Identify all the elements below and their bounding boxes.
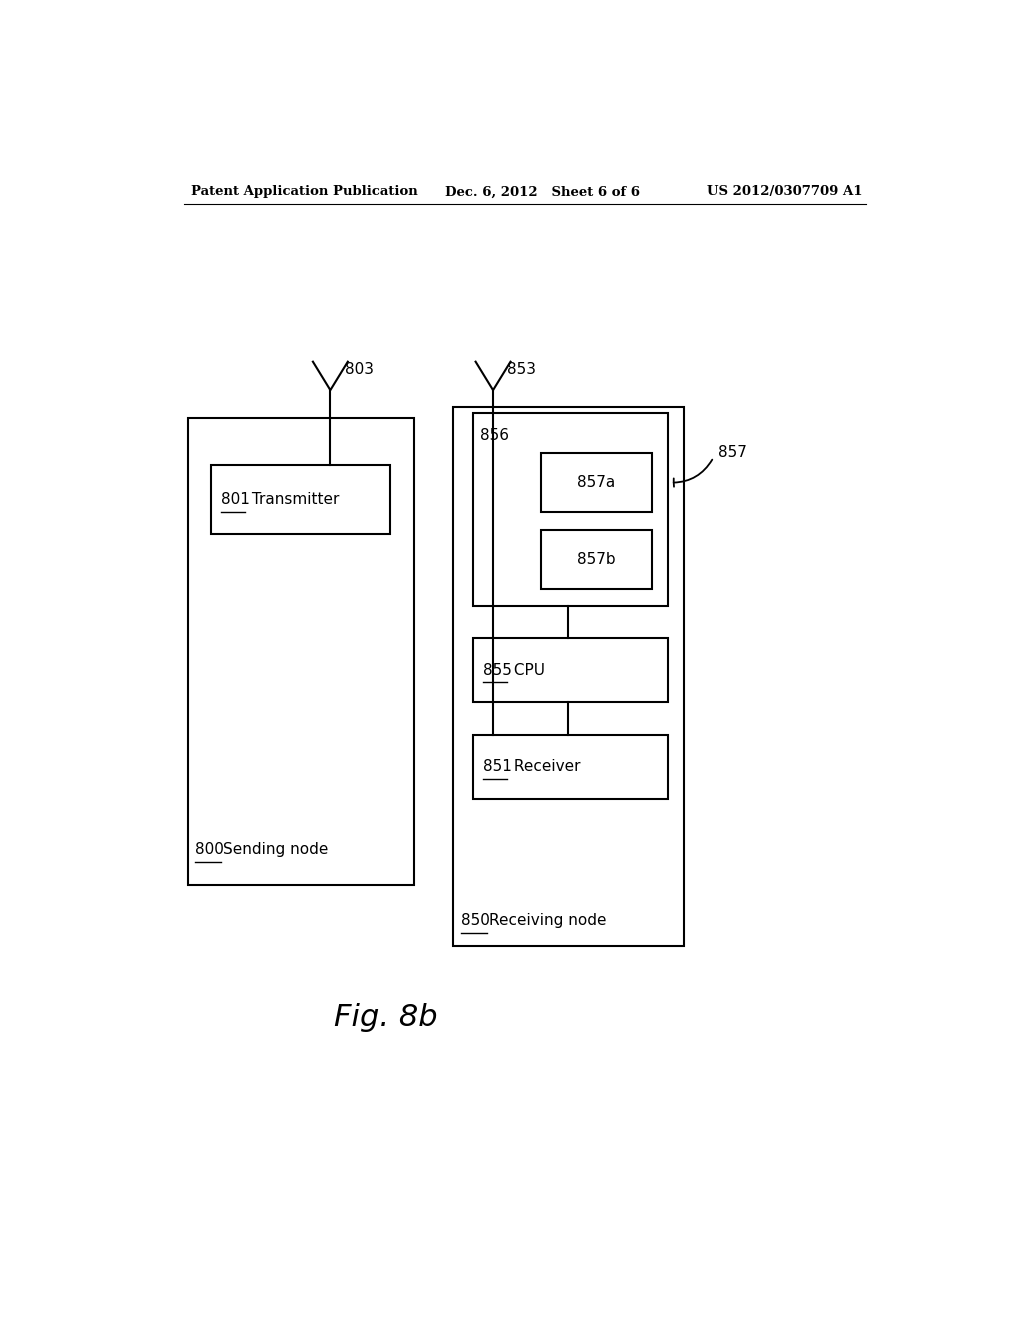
FancyBboxPatch shape — [187, 417, 414, 886]
Text: Transmitter: Transmitter — [247, 492, 339, 507]
Text: 857: 857 — [718, 445, 746, 459]
Text: 855: 855 — [482, 663, 512, 677]
Text: US 2012/0307709 A1: US 2012/0307709 A1 — [708, 185, 863, 198]
Text: Receiving node: Receiving node — [489, 913, 606, 928]
Text: Fig. 8b: Fig. 8b — [334, 1003, 438, 1032]
Text: 856: 856 — [479, 428, 509, 442]
Text: 851: 851 — [482, 759, 512, 775]
FancyBboxPatch shape — [454, 408, 684, 946]
FancyBboxPatch shape — [473, 412, 668, 606]
Text: 803: 803 — [345, 362, 374, 378]
Text: Dec. 6, 2012   Sheet 6 of 6: Dec. 6, 2012 Sheet 6 of 6 — [445, 185, 640, 198]
Text: 801: 801 — [221, 492, 250, 507]
Text: 857a: 857a — [578, 475, 615, 490]
Text: Receiver: Receiver — [509, 759, 581, 775]
FancyBboxPatch shape — [473, 735, 668, 799]
Text: 850: 850 — [461, 913, 490, 928]
Text: Patent Application Publication: Patent Application Publication — [191, 185, 418, 198]
Text: 853: 853 — [507, 362, 537, 378]
FancyBboxPatch shape — [473, 638, 668, 702]
Text: Sending node: Sending node — [223, 842, 329, 857]
FancyBboxPatch shape — [541, 453, 652, 512]
Text: 857b: 857b — [577, 552, 615, 568]
FancyBboxPatch shape — [211, 466, 390, 535]
Text: 800: 800 — [196, 842, 224, 857]
FancyBboxPatch shape — [541, 531, 652, 589]
Text: CPU: CPU — [509, 663, 545, 677]
